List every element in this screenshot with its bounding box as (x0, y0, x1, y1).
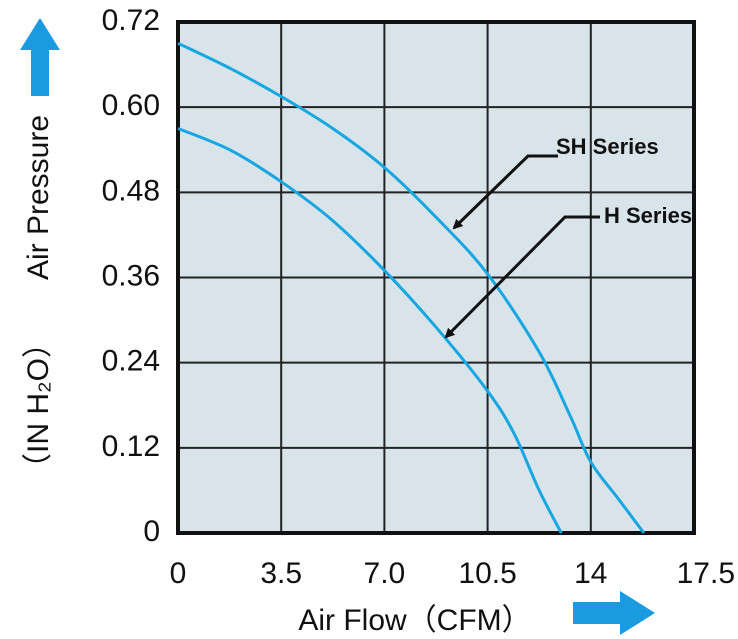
sh-series-line (177, 41, 646, 534)
y-tick-label: 0.24 (102, 345, 160, 378)
x-tick-label: 10.5 (458, 557, 516, 590)
x-tick-label: 14 (574, 557, 607, 590)
y-tick-label: 0.36 (102, 259, 160, 292)
grid-lines (177, 21, 695, 534)
h-series-pointer (444, 215, 600, 339)
x-tick-label: 0 (170, 557, 187, 590)
sh-series-annotation: SH Series (452, 134, 659, 230)
y-axis-title: Air Pressure (22, 115, 55, 280)
y-tick-label: 0.48 (102, 174, 160, 207)
x-axis-arrow-icon (573, 591, 655, 635)
y-axis-unit: （IN H₂O） (22, 328, 55, 483)
h-series-line (177, 127, 563, 534)
y-tick-label: 0.60 (102, 89, 160, 122)
sh-series-pointer (452, 154, 558, 230)
plot-frame (176, 20, 696, 535)
x-axis-title: Air Flow（CFM） (298, 604, 531, 637)
series-layer (177, 41, 646, 534)
x-tick-label: 7.0 (364, 557, 406, 590)
y-tick-label: 0.72 (102, 4, 160, 37)
y-tick-label: 0 (143, 515, 160, 548)
sh-series-label: SH Series (556, 134, 659, 159)
x-tick-labels: 0 3.5 7.0 10.5 14 17.5 (170, 557, 735, 590)
x-tick-label: 3.5 (260, 557, 302, 590)
y-tick-labels: 0 0.12 0.24 0.36 0.48 0.60 0.72 (102, 4, 160, 548)
x-tick-label: 17.5 (677, 557, 735, 590)
y-tick-label: 0.12 (102, 430, 160, 463)
y-axis-title-group: Air Pressure （IN H₂O） (22, 115, 55, 483)
h-series-label: H Series (604, 203, 692, 228)
h-series-annotation: H Series (444, 203, 692, 339)
y-axis-arrow-icon (20, 18, 60, 96)
